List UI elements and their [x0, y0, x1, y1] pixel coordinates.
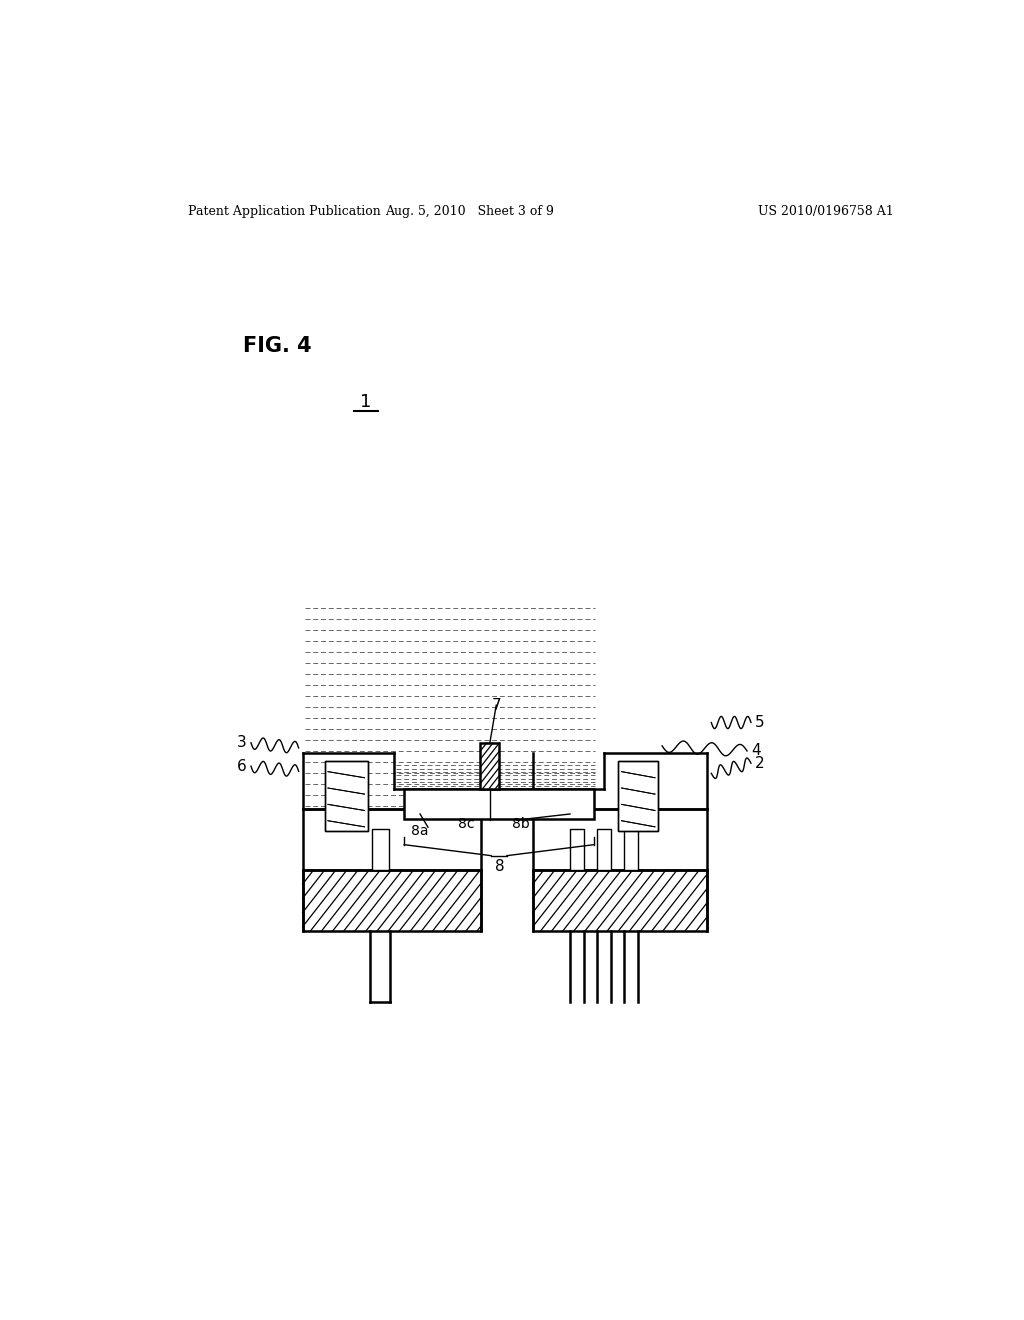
Text: Aug. 5, 2010   Sheet 3 of 9: Aug. 5, 2010 Sheet 3 of 9: [385, 205, 554, 218]
Bar: [620, 762, 657, 830]
Bar: [570, 829, 585, 870]
Text: US 2010/0196758 A1: US 2010/0196758 A1: [759, 205, 894, 218]
Bar: [618, 762, 658, 832]
Text: 8: 8: [495, 859, 504, 874]
Bar: [532, 870, 708, 931]
Text: 2: 2: [755, 755, 765, 771]
Bar: [624, 829, 638, 870]
Text: FIG. 4: FIG. 4: [243, 337, 311, 356]
Bar: [372, 829, 389, 870]
Text: 8c: 8c: [458, 817, 474, 832]
Bar: [303, 870, 481, 931]
Text: 6: 6: [238, 759, 247, 774]
Text: 5: 5: [755, 715, 765, 730]
Text: 3: 3: [238, 735, 247, 750]
Text: Patent Application Publication: Patent Application Publication: [187, 205, 380, 218]
Bar: [404, 788, 594, 818]
Bar: [597, 829, 611, 870]
Text: 7: 7: [492, 698, 501, 713]
Bar: [480, 743, 500, 788]
Bar: [303, 809, 481, 870]
Bar: [532, 809, 708, 870]
Text: 1: 1: [360, 393, 372, 412]
Text: 8b: 8b: [512, 817, 529, 832]
Text: 4: 4: [751, 743, 761, 759]
Bar: [326, 762, 367, 830]
Bar: [325, 762, 368, 832]
Bar: [303, 752, 481, 809]
Bar: [618, 762, 658, 832]
Bar: [325, 762, 368, 832]
Text: 8a: 8a: [412, 824, 429, 838]
